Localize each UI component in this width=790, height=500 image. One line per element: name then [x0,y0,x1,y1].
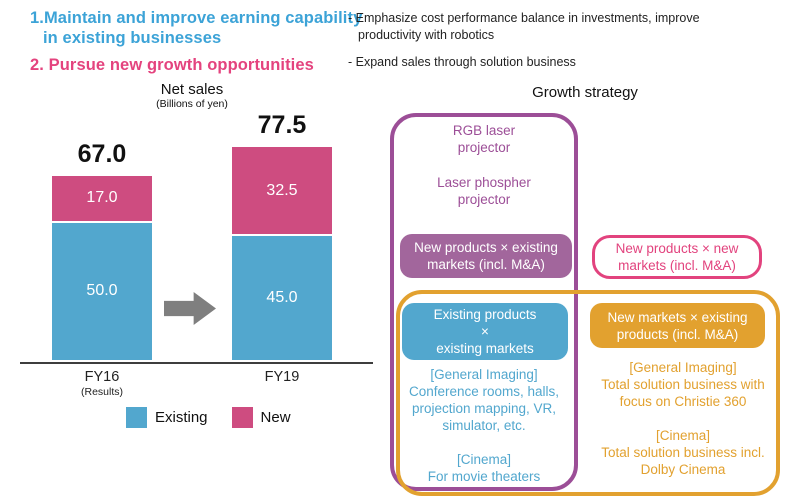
product-item-rgb-laser: RGB laser projector [452,123,516,155]
strategy-products-box [390,113,578,491]
strategy-title: Growth strategy [532,84,638,101]
strategy-markets-box [396,290,780,496]
legend-label-new: New [260,409,291,426]
key-point-1-line1: 1.Maintain and improve earning capabilit… [30,9,363,27]
legend-swatch-existing [126,407,147,428]
existing-cell-body: [General Imaging] Conference rooms, hall… [408,367,560,484]
bar-total-label-fy16: 67.0 [77,139,127,168]
bar-fy19: 77.5 32.5 45.0 [232,111,332,360]
segment-value-label: 50.0 [86,282,118,300]
legend-swatch-new [231,407,253,428]
bar-fy16: 67.0 17.0 50.0 [52,140,152,360]
bar-segment-existing-fy19: 45.0 [232,236,332,360]
chart-title: Net sales [160,81,224,98]
growth-arrow-icon [164,292,216,325]
bullet-solution-business: - Expand sales through solution business [348,55,576,69]
legend-item-new: New [231,407,291,428]
pill-new-products-new-markets: New products × new markets (incl. M&A) [592,235,762,279]
key-point-2: 2. Pursue new growth opportunities [30,56,314,74]
key-point-1-line2: in existing businesses [43,29,222,47]
bar-segment-new-fy16: 17.0 [52,175,152,223]
segment-value-label: 32.5 [266,181,298,199]
legend-label-existing: Existing [155,409,208,426]
pill-new-markets-existing-products: New markets × existing products (incl. M… [590,303,765,348]
category-label-fy19: FY19 [264,369,300,385]
bar-segment-new-fy19: 32.5 [232,146,332,237]
bullet-investments-robotics: - Emphasize cost performance balance in … [348,11,700,42]
markets-cell-body: [General Imaging] Total solution busines… [601,360,765,477]
segment-value-label: 45.0 [266,289,298,307]
product-item-laser-phosphor: Laser phospher projector [437,175,531,207]
bar-segment-existing-fy16: 50.0 [52,222,152,360]
legend-item-existing: Existing [126,407,208,428]
pill-new-products-existing-markets: New products × existing markets (incl. M… [400,234,572,278]
pill-existing-products-existing-markets: Existing products × existing markets [402,303,568,360]
category-label-fy16: FY16 [84,369,120,385]
x-axis-line [20,362,373,364]
segment-value-label: 17.0 [86,189,118,207]
bar-total-label-fy19: 77.5 [257,110,307,139]
chart-unit-note: (Billions of yen) [156,98,228,110]
chart-legend: Existing New [126,407,291,428]
category-sublabel-results: (Results) [80,386,123,398]
